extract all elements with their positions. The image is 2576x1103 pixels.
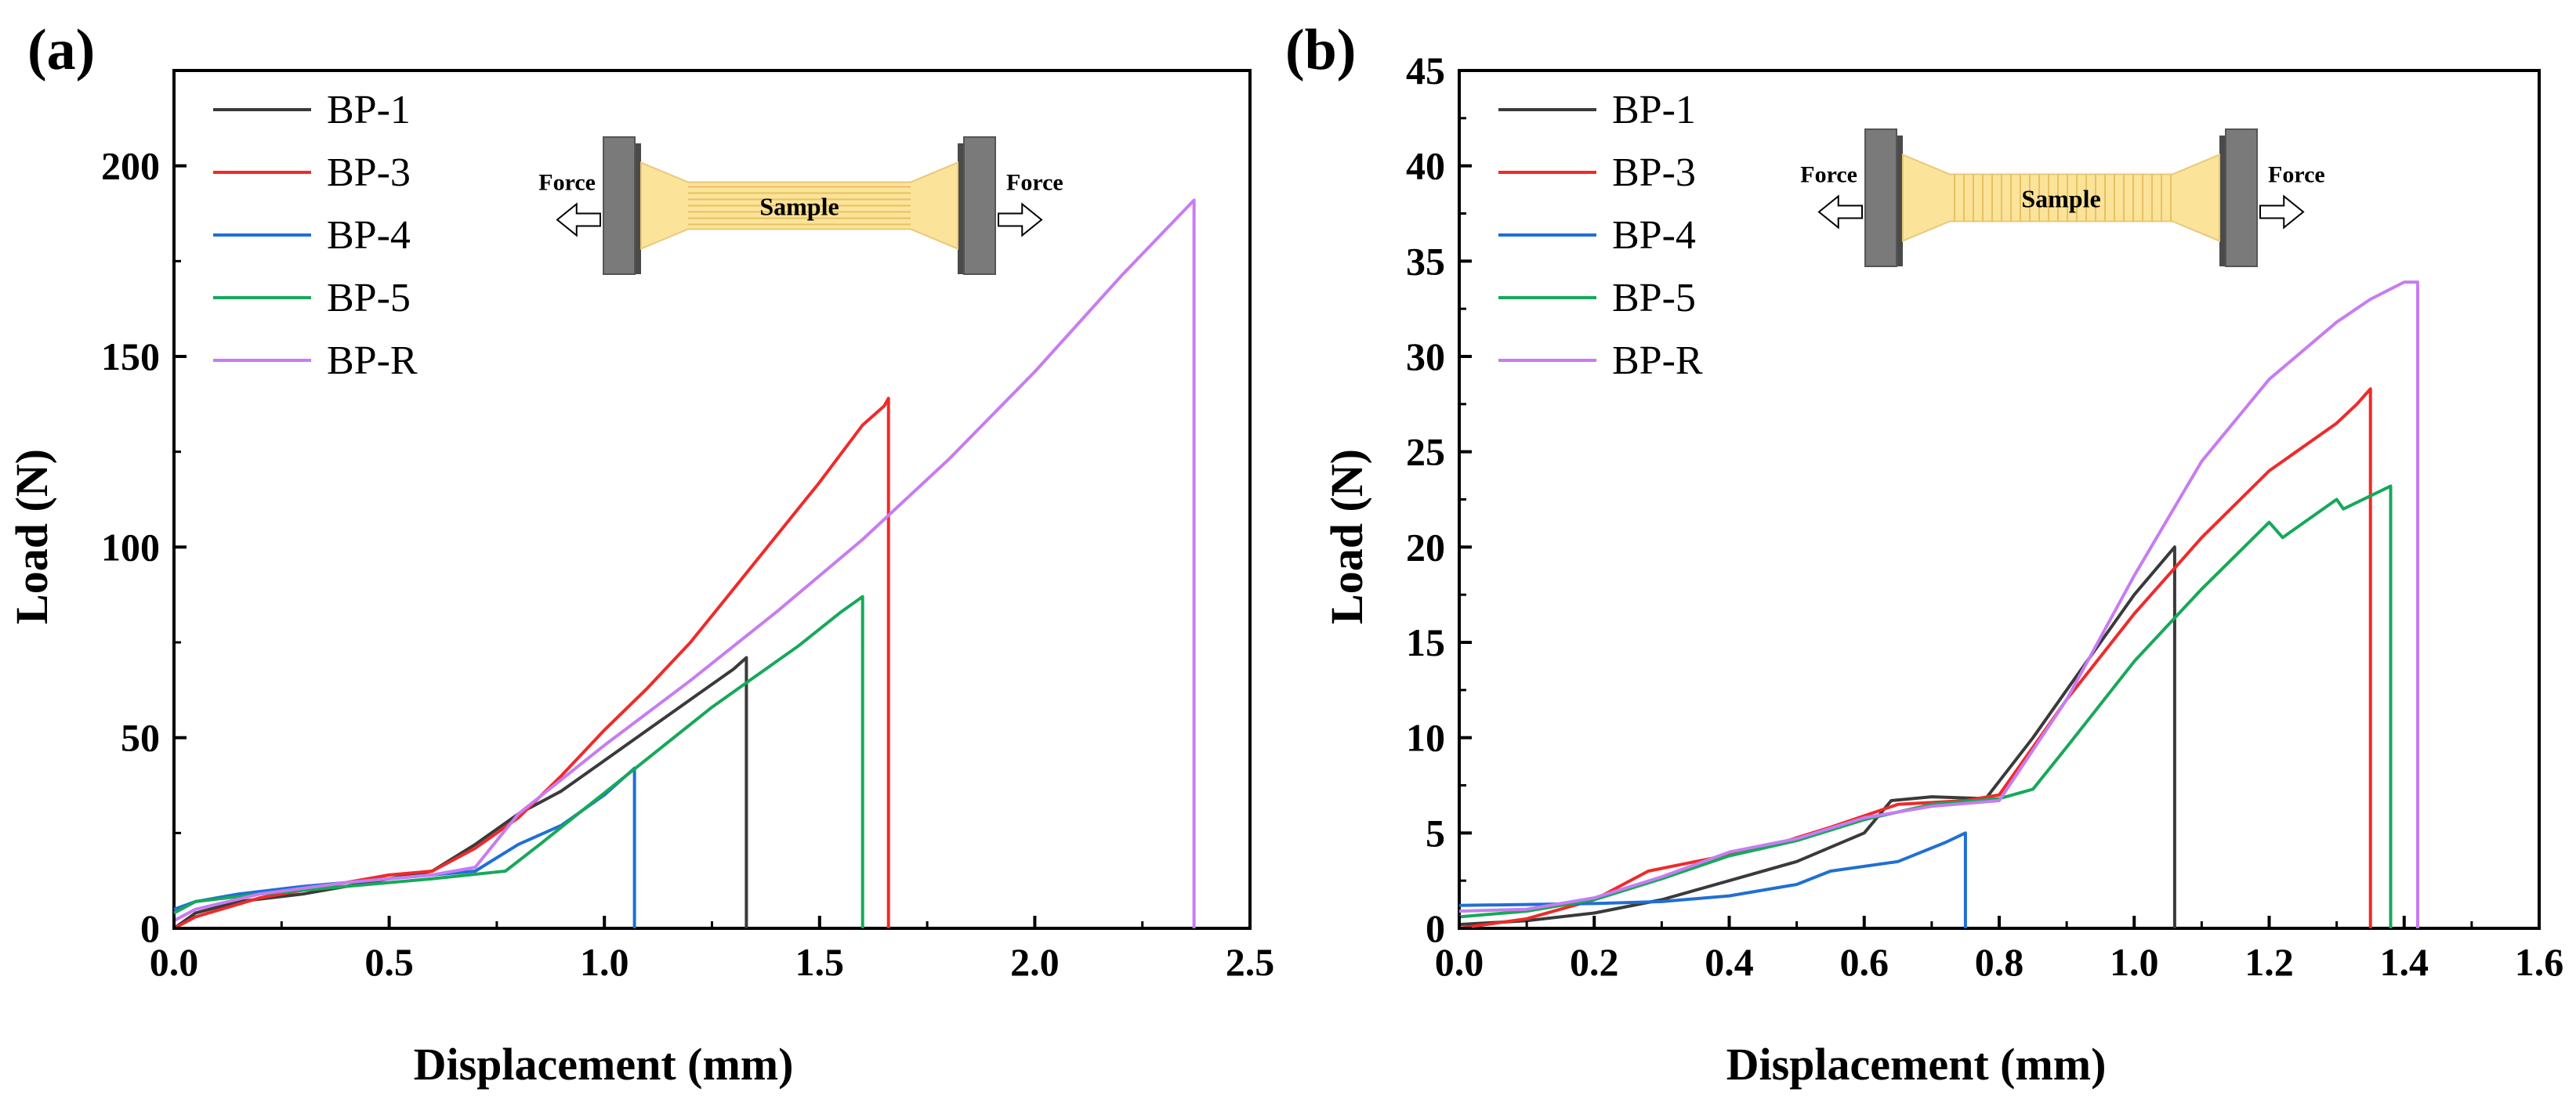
chart-a-y-tick-label: 50 [121,716,160,760]
chart-b-series-bp-1 [1458,545,2176,928]
left-grip [603,136,636,275]
chart-a-legend-label: BP-4 [327,213,411,258]
chart-a-x-tick-label: 2.0 [1010,940,1060,984]
chart-a-x-tick-label: 0.5 [364,940,414,984]
chart-a-y-tick-label: 200 [101,144,160,188]
chart-b-series-bp-r [1458,280,2419,928]
chart-b-x-tick-label: 1.6 [2515,940,2564,984]
chart-b-legend-label: BP-5 [1612,276,1696,320]
force-label-left: Force [1800,162,1857,188]
chart-a-legend-label: BP-1 [327,88,411,132]
chart-b-x-tick-label: 1.2 [2244,940,2294,984]
chart-a-x-axis: 0.0 0.5 1.0 1.5 2.0 2.5 [150,916,1275,984]
chart-a-x-tick-label: 1.0 [580,940,629,984]
chart-a-series-group [172,198,1196,930]
chart-a-series-bp-1 [172,656,748,930]
left-grip [1864,128,1897,267]
chart-b-x-tick-label: 0.0 [1435,940,1484,984]
chart-b-x-tick-label: 0.6 [1840,940,1889,984]
chart-b-x-tick-label: 0.4 [1705,940,1754,984]
chart-b-y-tick-label: 45 [1406,49,1445,92]
chart-b-x-tick-label: 0.2 [1570,940,1619,984]
chart-b-y-tick-label: 15 [1406,620,1445,664]
chart-b-series-bp-4 [1458,831,1967,928]
left-force-arrow-icon [1817,194,1863,230]
chart-b-series-bp-5 [1458,484,2393,928]
chart-a-y-tick-label: 0 [140,906,160,950]
chart-a-x-tick-label: 2.5 [1226,940,1275,984]
chart-b: 0.0 0.2 0.4 0.6 0.8 1.0 1.2 1.4 1.6 0 5 10 15 20 25 30… [1321,49,2563,1090]
chart-a-x-axis-label: Displacement (mm) [414,1039,794,1090]
chart-a-series-bp-3 [173,396,890,930]
chart-b-x-axis-label: Displacement (mm) [1726,1039,2107,1090]
chart-b-y-axis-label: Load (N) [1321,449,1372,624]
chart-a: 0.0 0.5 1.0 1.5 2.0 2.5 0 50 100 150 200 Displace… [6,69,1275,1090]
force-label-right: Force [1006,170,1063,196]
force-label-right: Force [2268,162,2325,188]
chart-b-y-tick-label: 10 [1406,716,1445,760]
chart-b-series-group [1458,280,2419,930]
panel-label-a: (a) [27,18,95,82]
chart-a-y-tick-label: 100 [101,525,160,569]
grip-shadow [958,143,964,274]
chart-b-series-bp-3 [1458,387,2372,930]
chart-a-y-axis: 0 50 100 150 200 [101,69,187,950]
sample-label: Sample [759,193,839,221]
chart-b-legend-label: BP-R [1612,338,1703,383]
chart-b-y-tick-label: 20 [1406,525,1445,569]
grip-shadow [635,143,641,274]
chart-b-x-axis: 0.0 0.2 0.4 0.6 0.8 1.0 1.2 1.4 1.6 [1435,916,2564,984]
chart-b-y-tick-label: 30 [1406,335,1445,378]
chart-b-y-tick-label: 5 [1426,811,1445,855]
chart-a-x-tick-label: 1.5 [795,940,845,984]
chart-b-x-tick-label: 1.0 [2110,940,2159,984]
chart-b-y-tick-label: 35 [1406,239,1445,283]
chart-b-y-axis: 0 5 10 15 20 25 30 35 40 45 [1406,49,1472,950]
chart-b-x-tick-label: 1.4 [2380,940,2429,984]
grip-shadow [1897,136,1903,266]
right-grip [963,136,996,275]
chart-b-y-tick-label: 40 [1406,144,1445,188]
chart-b-legend-label: BP-3 [1612,150,1696,195]
force-label-left: Force [538,170,596,196]
chart-a-series-bp-r [173,198,1196,928]
chart-a-legend: BP-1 BP-3 BP-4 BP-5 BP-R [213,88,418,383]
right-grip [2225,128,2258,267]
chart-b-legend-label: BP-1 [1612,88,1696,132]
panel-label-b: (b) [1285,18,1356,82]
right-force-arrow-icon [2259,194,2305,230]
chart-a-tensile-schematic: Sample Force Force [538,136,1063,275]
chart-a-x-tick-label: 0.0 [150,940,199,984]
sample-label: Sample [2021,185,2100,213]
grip-shadow [2219,136,2226,266]
chart-b-x-tick-label: 0.8 [1975,940,2024,984]
chart-b-tensile-schematic: Sample Force Force [1800,128,2325,267]
chart-a-legend-label: BP-R [327,338,418,383]
right-force-arrow-icon [998,202,1043,237]
chart-a-legend-label: BP-5 [327,276,411,320]
chart-b-y-tick-label: 0 [1426,906,1445,950]
chart-b-y-tick-label: 25 [1406,430,1445,474]
left-force-arrow-icon [556,202,601,237]
chart-a-series-bp-5 [173,595,864,928]
chart-a-y-tick-label: 150 [101,335,160,378]
chart-a-legend-label: BP-3 [327,150,411,195]
chart-a-y-axis-label: Load (N) [6,449,57,624]
chart-b-legend-label: BP-4 [1612,213,1696,258]
chart-b-legend: BP-1 BP-3 BP-4 BP-5 BP-R [1498,88,1703,383]
